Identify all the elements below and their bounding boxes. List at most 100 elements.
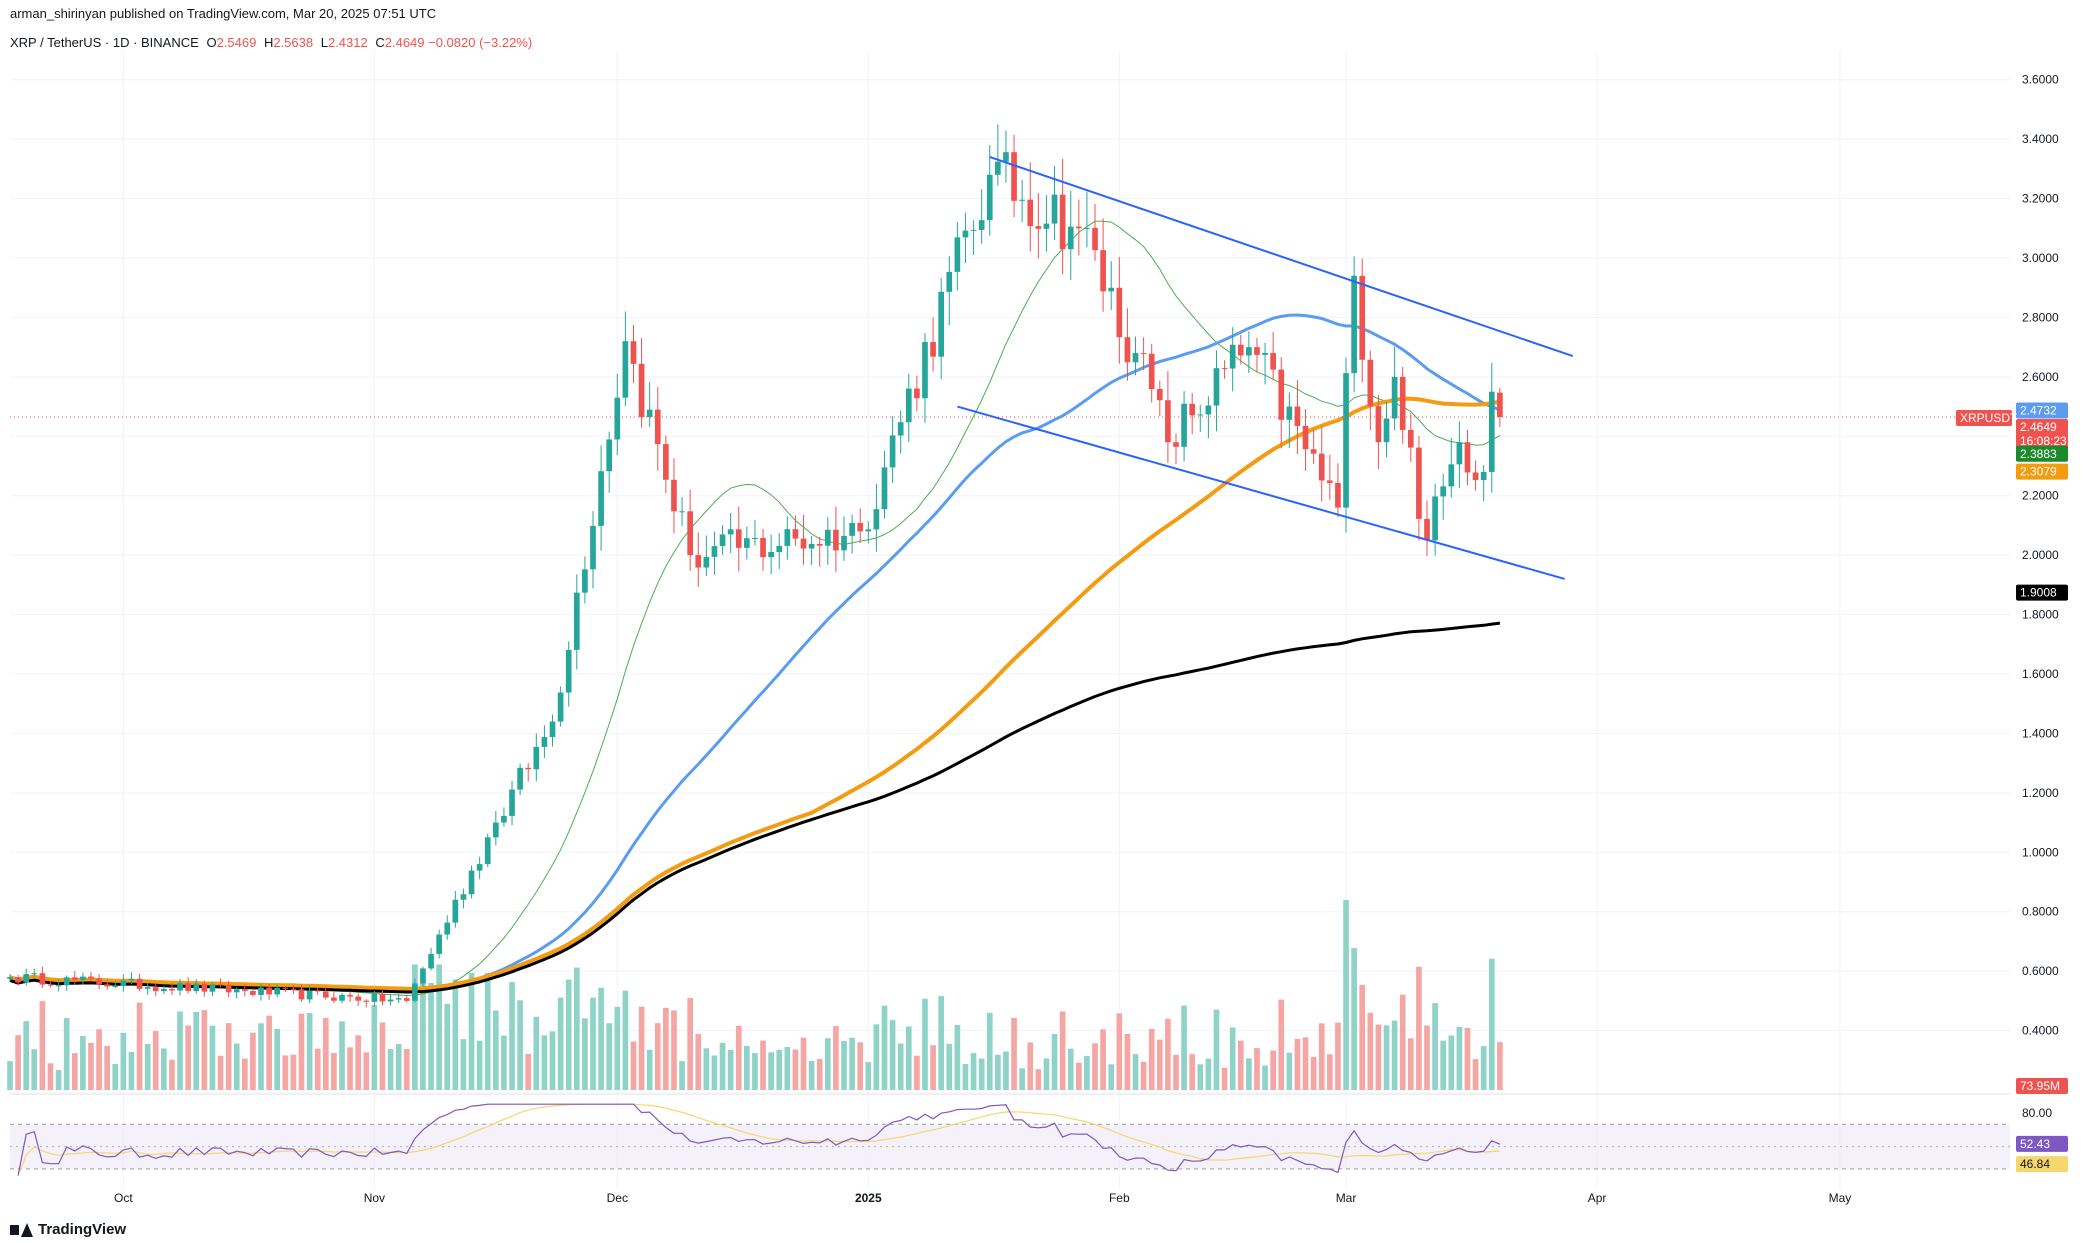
candle <box>387 993 394 1006</box>
candle-body <box>1367 359 1374 407</box>
candle-body <box>379 993 386 1002</box>
candle <box>80 972 86 985</box>
candle <box>970 220 977 256</box>
candle-body <box>492 822 499 838</box>
volume-bar <box>144 1043 151 1090</box>
candle <box>185 977 191 994</box>
candle <box>914 375 920 412</box>
volume-bar <box>638 1006 645 1090</box>
volume-bar <box>177 1011 183 1090</box>
candle <box>347 991 353 1002</box>
candle <box>428 947 434 971</box>
volume-bar <box>452 979 459 1090</box>
candle <box>1043 195 1050 252</box>
y-tick-label: 0.8000 <box>2022 905 2059 919</box>
volume-bar <box>1221 1067 1228 1090</box>
candle <box>1472 460 1479 491</box>
candle <box>808 535 815 565</box>
volume-bar <box>444 1003 451 1090</box>
volume-bar <box>1318 1023 1325 1090</box>
candle-body <box>322 991 329 998</box>
candle-body <box>298 989 305 1000</box>
candle-body <box>7 977 13 979</box>
candle-body <box>290 988 297 990</box>
candle <box>824 517 831 565</box>
candle <box>1367 350 1374 431</box>
candle-body <box>849 522 855 536</box>
candle <box>614 373 621 456</box>
candle-body <box>452 899 459 923</box>
symbol-price-tag-bg <box>1956 410 2012 427</box>
volume-bar <box>970 1053 977 1090</box>
candle <box>201 980 208 997</box>
volume-bar <box>630 1041 637 1090</box>
candle <box>412 978 418 1003</box>
candle <box>322 986 329 1000</box>
candle <box>1456 421 1463 489</box>
candle-body <box>1140 353 1147 355</box>
tradingview-footer[interactable]: TradingView <box>10 1221 126 1238</box>
rsi-value-tag-bg <box>2016 1135 2068 1152</box>
candle-body <box>104 984 110 987</box>
volume-bar <box>1019 1068 1025 1090</box>
candle-body <box>679 511 685 513</box>
rsi-line <box>17 1103 1501 1176</box>
volume-bar <box>800 1037 807 1090</box>
volume-bar <box>687 997 693 1090</box>
candle-body <box>1156 389 1163 401</box>
candle-body <box>217 984 224 986</box>
candle-body <box>549 721 556 738</box>
candle <box>1237 335 1244 365</box>
candle <box>646 381 653 427</box>
candle-body <box>752 537 758 539</box>
candle-body <box>622 341 629 398</box>
rsi-pane <box>10 1103 2010 1176</box>
volume-bar <box>654 1023 661 1090</box>
volume-bar <box>841 1040 847 1090</box>
candle <box>217 978 224 988</box>
rsi-ma-tag-bg <box>2016 1156 2068 1173</box>
candle <box>622 311 629 406</box>
volume-tag: 73.95M <box>2016 1078 2068 1094</box>
candle-body <box>266 987 272 995</box>
volume-bar <box>1205 1058 1212 1090</box>
candle-body <box>1035 226 1042 229</box>
volume-bar <box>379 1022 386 1090</box>
volume-bar <box>857 1042 864 1090</box>
ma50-price-tag-text: 2.4732 <box>2020 404 2057 418</box>
candle-body <box>193 983 200 992</box>
ma200-price-tag-text: 1.9008 <box>2020 586 2057 600</box>
volume-bar <box>80 1036 86 1090</box>
candle-body <box>654 409 661 445</box>
candle-body <box>1067 226 1074 250</box>
candle-body <box>339 994 345 1001</box>
rsi-ma-tag: 46.84 <box>2016 1156 2068 1173</box>
rsi-band <box>10 1124 2010 1169</box>
volume-bar <box>501 1035 507 1090</box>
countdown-tag-text: 16:08:23 <box>2020 434 2067 448</box>
candle <box>177 978 183 996</box>
candle-body <box>1270 352 1276 370</box>
x-tick-label: May <box>1829 1191 1852 1205</box>
channel-line <box>989 156 1574 358</box>
candle-body <box>1294 406 1301 426</box>
volume-bar <box>1148 1028 1155 1090</box>
candle <box>363 999 370 1008</box>
volume-bar <box>711 1055 718 1090</box>
volume-bar <box>590 997 596 1090</box>
volume-bar <box>1335 1022 1341 1090</box>
candle <box>88 971 94 982</box>
candle-body <box>460 894 467 900</box>
volume-bar <box>1156 1039 1163 1090</box>
volume-bar <box>978 1058 985 1090</box>
candle-body <box>1286 406 1293 420</box>
candle <box>250 988 256 997</box>
candle <box>873 483 880 552</box>
candle-body <box>881 467 888 510</box>
candle <box>306 985 313 1004</box>
volume-bar <box>23 1021 30 1090</box>
volume-bar <box>1229 1027 1236 1090</box>
candle-body <box>533 746 540 770</box>
candle-body <box>201 983 208 992</box>
